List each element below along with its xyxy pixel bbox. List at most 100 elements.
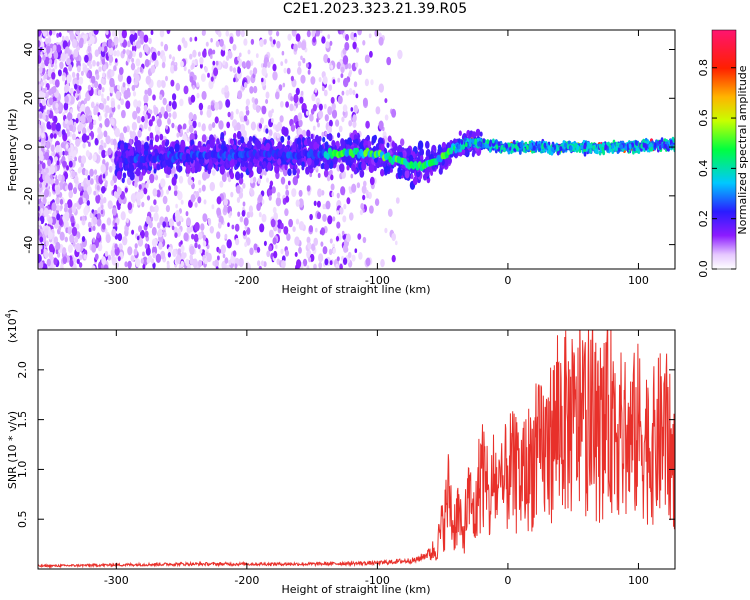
heatmap-cell (285, 101, 289, 108)
heatmap-cell (122, 82, 126, 88)
heatmap-cell (100, 78, 105, 85)
heatmap-cell (235, 171, 241, 181)
heatmap-cell (160, 106, 165, 115)
heatmap-cell (341, 90, 345, 96)
heatmap-cell (71, 133, 76, 141)
heatmap-cell (82, 62, 85, 68)
heatmap-cell (233, 144, 237, 151)
heatmap-cell (73, 187, 77, 195)
heatmap-cell (194, 36, 198, 42)
heatmap-cell (137, 42, 141, 49)
heatmap-cell (354, 248, 358, 253)
heatmap-cell (277, 158, 282, 166)
heatmap-cell (154, 204, 159, 213)
heatmap-cell (244, 225, 248, 231)
heatmap-cell (134, 174, 140, 184)
heatmap-cell (318, 110, 324, 119)
heatmap-cell (189, 179, 193, 186)
heatmap-cell (66, 58, 71, 66)
heatmap-cell (94, 49, 100, 57)
heatmap-cell (253, 85, 258, 94)
heatmap-cell (370, 79, 374, 86)
heatmap-cell (102, 159, 106, 165)
heatmap-cell (66, 165, 69, 171)
heatmap-cell (298, 143, 302, 150)
heatmap-cell (199, 63, 203, 69)
heatmap-cell (107, 200, 113, 210)
heatmap-cell (369, 50, 373, 58)
heatmap-cell (373, 165, 377, 172)
heatmap-cell (217, 255, 220, 261)
heatmap-cell (137, 100, 142, 108)
heatmap-cell (256, 140, 262, 150)
heatmap-cell (383, 161, 387, 168)
heatmap-cell (76, 258, 80, 265)
heatmap-cell (201, 123, 206, 132)
heatmap-cell (166, 30, 171, 35)
heatmap-cell (42, 235, 47, 243)
heatmap-cell (224, 233, 228, 240)
heatmap-cell (138, 184, 142, 190)
heatmap-cell (340, 139, 346, 150)
heatmap-cell (209, 226, 214, 234)
heatmap-cell (54, 59, 58, 65)
heatmap-cell (38, 40, 41, 48)
heatmap-cell (347, 251, 352, 259)
heatmap-cell (118, 151, 122, 158)
heatmap-cell (292, 226, 296, 233)
heatmap-cell (208, 80, 214, 90)
heatmap-cell (190, 194, 196, 203)
heatmap-cell (216, 231, 221, 239)
heatmap-cell (122, 152, 126, 158)
heatmap-cell (64, 211, 70, 221)
heatmap-cell (56, 160, 60, 166)
heatmap-cell (124, 261, 128, 268)
heatmap-cell (206, 143, 211, 150)
heatmap-cell (83, 206, 89, 216)
heatmap-cell (136, 144, 142, 154)
heatmap-cell (271, 118, 274, 123)
heatmap-cell (273, 212, 279, 221)
heatmap-cell (241, 61, 246, 69)
heatmap-cell (39, 236, 44, 243)
heatmap-cell (63, 206, 68, 213)
heatmap-cell (103, 130, 108, 138)
heatmap-cell (495, 144, 499, 150)
heatmap-cell (63, 102, 69, 111)
heatmap-cell (261, 213, 267, 223)
heatmap-cell (180, 199, 184, 205)
heatmap-cell (191, 233, 195, 240)
heatmap-cell (163, 111, 169, 120)
heatmap-cell (62, 150, 65, 156)
heatmap-cell (44, 188, 49, 198)
heatmap-cell (64, 95, 69, 104)
heatmap-cell (128, 163, 135, 174)
heatmap-cell (130, 193, 137, 203)
heatmap-cell (129, 171, 135, 181)
heatmap-cell (298, 189, 303, 197)
heatmap-cell (38, 173, 41, 179)
heatmap-cell (192, 120, 197, 129)
heatmap-cell (224, 257, 229, 264)
heatmap-cell (124, 187, 128, 193)
heatmap-cell (48, 88, 53, 96)
heatmap-cell (191, 166, 196, 174)
heatmap-cell (257, 177, 262, 184)
heatmap-cell (378, 32, 382, 38)
heatmap-cell (252, 176, 257, 183)
heatmap-cell (457, 138, 461, 144)
heatmap-cell (294, 236, 300, 246)
heatmap-cell (64, 118, 68, 125)
heatmap-cell (159, 94, 163, 101)
heatmap-cell (81, 155, 87, 164)
heatmap-cell (280, 176, 286, 185)
heatmap-cell (175, 254, 181, 264)
heatmap-cell (97, 89, 102, 97)
heatmap-cell (321, 190, 325, 196)
heatmap-cell (89, 212, 94, 219)
heatmap-cell (175, 82, 181, 91)
heatmap-cell (143, 104, 148, 112)
heatmap-cell (48, 243, 54, 253)
heatmap-cell (391, 233, 397, 241)
heatmap-cell (221, 173, 227, 183)
